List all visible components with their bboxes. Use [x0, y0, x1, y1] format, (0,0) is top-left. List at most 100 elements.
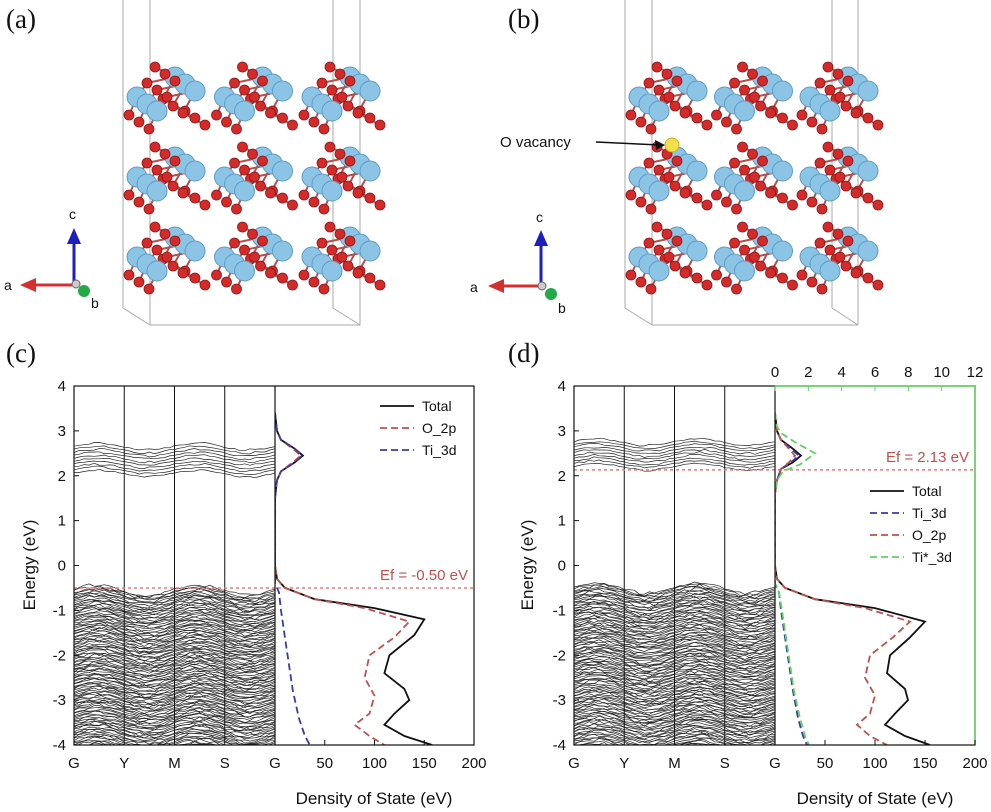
oxygen-atom [159, 148, 171, 160]
oxygen-atom [832, 148, 844, 160]
c-axis-label: c [536, 209, 543, 225]
oxygen-atom [701, 119, 713, 131]
oxygen-atom [777, 272, 788, 284]
cell-edge [624, 307, 653, 326]
oxygen-atom [701, 279, 713, 291]
fermi-level-label-d: Ef = 2.13 eV [886, 449, 969, 466]
oxygen-atom [862, 112, 874, 124]
oxygen-atom [247, 68, 258, 80]
oxygen-atom [143, 283, 155, 295]
oxygen-atom [842, 75, 854, 87]
oxygen-atom [123, 269, 135, 281]
titanium-atom [272, 160, 293, 182]
y-tick-label: -4 [53, 737, 66, 754]
oxygen-atom [669, 100, 681, 112]
oxygen-atom [318, 283, 330, 295]
oxygen-atom [645, 123, 657, 135]
oxygen-atom [653, 164, 665, 176]
titanium-atom [184, 240, 206, 262]
kpoint-grid-c [123, 386, 226, 745]
kpoint-grid-d [623, 386, 726, 745]
panel-label-c: (c) [6, 338, 36, 368]
oxygen-atom [691, 112, 703, 124]
oxygen-atom [796, 189, 808, 201]
oxygen-atom [199, 119, 211, 131]
oxygen-atom [645, 283, 657, 295]
dos-tick-label: 100 [862, 755, 887, 772]
oxygen-atom [747, 68, 758, 80]
dos-tick-label: 200 [962, 755, 987, 772]
oxygen-atom [221, 276, 232, 288]
oxygen-atom [749, 251, 760, 263]
oxygen-atom [643, 157, 655, 169]
oxygen-atom [787, 199, 798, 211]
oxygen-atom [679, 267, 691, 279]
oxygen-atom [679, 187, 691, 199]
oxygen-atom [231, 283, 242, 295]
oxygen-atom [731, 203, 742, 215]
oxygen-atom [265, 107, 276, 119]
c-axis-arrowhead [534, 230, 548, 246]
a-axis-label: a [4, 277, 12, 293]
legend-label-total: Total [912, 483, 942, 499]
oxygen-atom [663, 171, 675, 183]
oxygen-atom [265, 187, 276, 199]
oxygen-atom [747, 228, 758, 240]
oxygen-atom [221, 116, 232, 128]
oxygen-atom [711, 269, 722, 281]
oxygen-atom [645, 203, 657, 215]
oxygen-atom [143, 123, 155, 135]
titanium-atom [146, 100, 168, 122]
titanium-atom [359, 240, 381, 262]
oxygen-atom [326, 244, 338, 256]
oxygen-atom [265, 267, 276, 279]
legend-label-ti3d: Ti_3d [912, 505, 947, 521]
band-line [82, 741, 215, 745]
oxygen-atom [298, 269, 310, 281]
y-tick-label: -2 [553, 647, 566, 664]
kpoint-label: G [68, 755, 80, 772]
oxygen-atom [822, 141, 834, 153]
titanium-atom [184, 80, 206, 102]
titanium-atom [857, 240, 879, 262]
titanium-atom [734, 260, 755, 282]
oxygen-atom [344, 75, 356, 87]
legend-label-o2p: O_2p [912, 527, 946, 543]
dos-tick-label: 150 [912, 755, 937, 772]
oxygen-atom [141, 77, 153, 89]
oxygen-atom [342, 260, 354, 272]
oxygen-atom [342, 100, 354, 112]
chart-c: Ef = -0.50 eV 4 3 2 1 0 -1 -2 -3 -4 G Y M S G 50 100 15… [20, 378, 487, 808]
y-tick-label: -3 [53, 692, 66, 709]
dos-tick-label: 100 [362, 755, 387, 772]
oxygen-atom [671, 235, 683, 247]
dos-curve-o2p [275, 412, 411, 745]
oxygen-atom [749, 91, 760, 103]
oxygen-atom [862, 192, 874, 204]
oxygen-atom [840, 260, 852, 272]
oxygen-atom [653, 84, 665, 96]
crystal-structure-b: O vacancy [500, 0, 884, 326]
dos-tick-label: 50 [316, 755, 333, 772]
oxygen-atom [679, 107, 691, 119]
oxygen-atom [701, 199, 713, 211]
y-tick-label: 4 [558, 378, 566, 395]
oxygen-atom [277, 112, 288, 124]
oxygen-atom [177, 267, 189, 279]
top-tick-label: 4 [837, 364, 845, 381]
y-tick-label: 1 [558, 513, 566, 530]
oxygen-atom [739, 84, 750, 96]
oxygen-atom [133, 276, 145, 288]
oxygen-atom [149, 141, 161, 153]
oxygen-atom [249, 171, 260, 183]
oxygen-atom [239, 84, 250, 96]
oxygen-atom [189, 192, 201, 204]
top-x-ticks-d: 0 2 4 6 8 10 12 [771, 364, 984, 391]
oxygen-atom [635, 276, 647, 288]
oxygen-atom [287, 199, 298, 211]
top-tick-label: 12 [967, 364, 984, 381]
oxygen-atom [342, 180, 354, 192]
oxygen-atom [806, 116, 818, 128]
oxygen-atom [669, 180, 681, 192]
oxygen-atom [671, 75, 683, 87]
